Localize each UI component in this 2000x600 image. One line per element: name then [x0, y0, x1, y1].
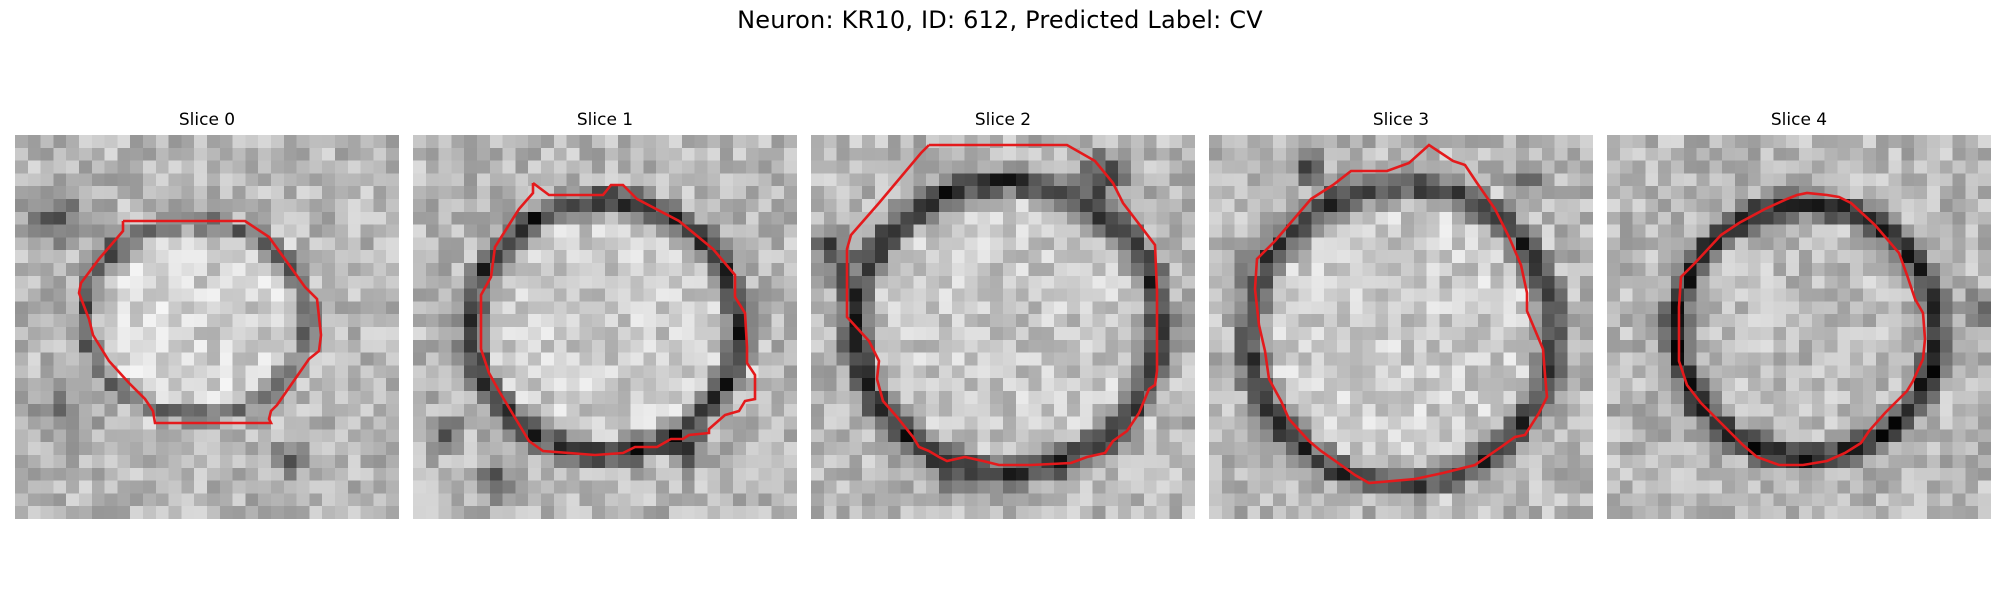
segmentation-contour	[1677, 191, 1927, 467]
slice-image	[811, 135, 1195, 519]
segmentation-contour	[479, 181, 757, 457]
slice-title: Slice 2	[974, 110, 1032, 130]
slice-image	[1607, 135, 1991, 519]
slice-image	[413, 135, 797, 519]
em-image	[15, 135, 399, 519]
slice-panel-3: Slice 3	[1209, 108, 1593, 519]
slice-title: Slice 3	[1372, 110, 1430, 130]
slice-panel-1: Slice 1	[413, 108, 797, 519]
em-image	[1607, 135, 1991, 519]
slice-title: Slice 4	[1770, 110, 1828, 130]
slice-image	[1209, 135, 1593, 519]
segmentation-contour	[1253, 143, 1549, 485]
slice-panel-0: Slice 0	[15, 108, 399, 519]
slice-title: Slice 0	[178, 110, 236, 130]
em-image	[1209, 135, 1593, 519]
em-image	[811, 135, 1195, 519]
segmentation-contour	[77, 219, 323, 425]
figure-title: Neuron: KR10, ID: 612, Predicted Label: …	[737, 6, 1263, 34]
segmentation-contour	[845, 143, 1159, 467]
slice-panel-2: Slice 2	[811, 108, 1195, 519]
slice-panel-4: Slice 4	[1607, 108, 1991, 519]
slice-title: Slice 1	[576, 110, 634, 130]
slice-image	[15, 135, 399, 519]
